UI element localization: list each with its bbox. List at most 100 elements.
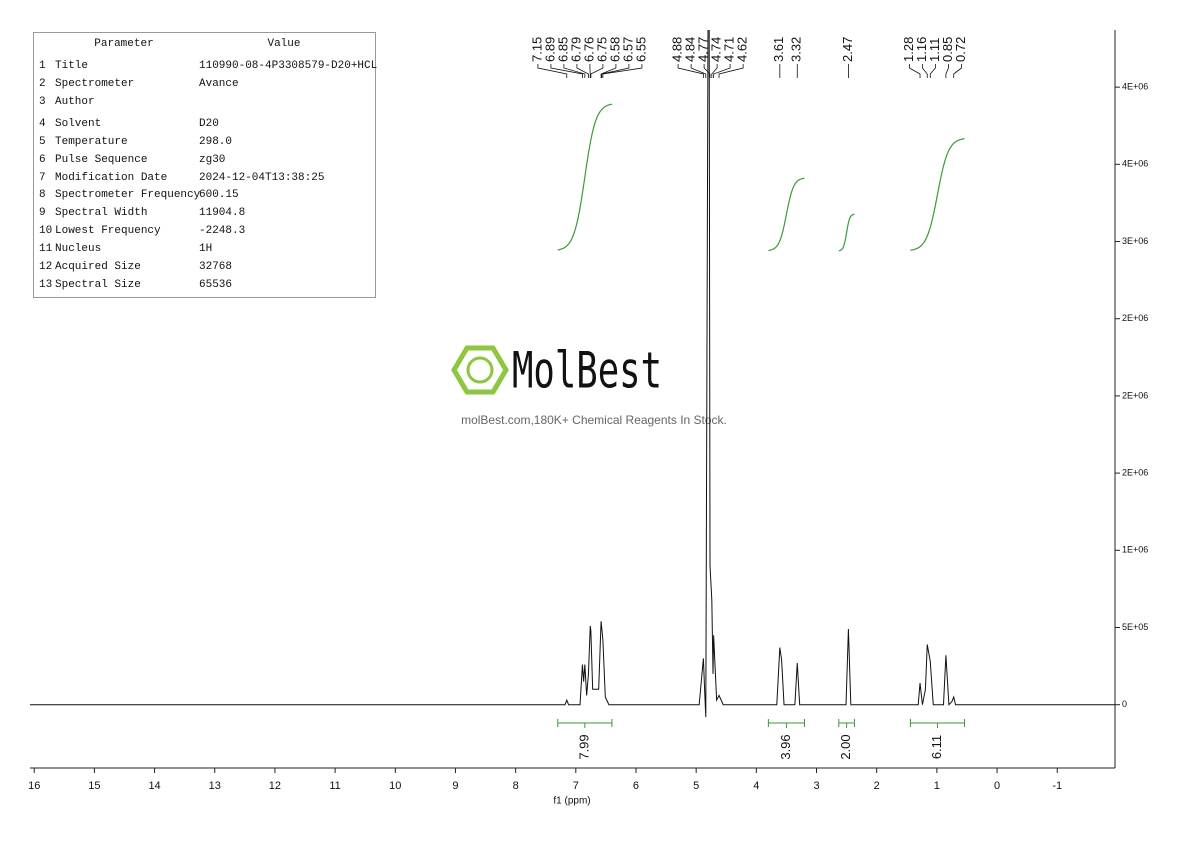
peak-label: 3.61 — [771, 37, 786, 62]
y-tick-label: 1E+06 — [1122, 545, 1148, 555]
table-cell: 1 — [39, 60, 46, 72]
x-tick-label: 15 — [88, 780, 100, 792]
peak-leader — [590, 64, 604, 78]
peak-label: 0.72 — [953, 37, 968, 62]
x-tick-label: 10 — [389, 780, 401, 792]
table-cell: 9 — [39, 207, 46, 219]
table-cell: 10 — [39, 225, 52, 237]
peak-leader — [550, 64, 583, 78]
table-cell: 4 — [39, 118, 46, 130]
integral-label: 6.11 — [929, 735, 944, 759]
table-cell: Pulse Sequence — [55, 154, 147, 166]
table-cell: 11 — [39, 243, 53, 255]
peak-label: 4.84 — [683, 37, 698, 62]
integral-curve — [910, 138, 965, 251]
peak-label: 6.89 — [542, 37, 557, 62]
table-cell: Spectral Size — [55, 279, 141, 291]
x-tick-label: 4 — [753, 780, 759, 792]
peak-leader — [602, 64, 643, 78]
table-cell: Modification Date — [55, 172, 167, 184]
table-cell: 298.0 — [199, 136, 232, 148]
table-cell: 2024-12-04T13:38:25 — [199, 172, 324, 184]
peak-leader — [601, 64, 630, 78]
x-tick-label: 3 — [813, 780, 819, 792]
y-tick-label: 2E+06 — [1122, 313, 1148, 323]
peak-label: 1.11 — [927, 38, 942, 62]
peak-label: 6.55 — [633, 37, 648, 62]
x-tick-label: -1 — [1052, 780, 1062, 792]
x-tick-label: 6 — [633, 780, 639, 792]
watermark-tagline: molBest.com,180K+ Chemical Reagents In S… — [461, 413, 727, 427]
table-cell: D20 — [199, 118, 219, 130]
table-cell: 12 — [39, 261, 52, 273]
peak-label: 6.58 — [607, 37, 622, 62]
y-tick-label: 2E+06 — [1122, 467, 1148, 477]
peak-label: 6.79 — [568, 37, 583, 62]
table-cell: Solvent — [55, 118, 101, 130]
integral-label: 2.00 — [838, 734, 853, 759]
integral-label: 7.99 — [576, 734, 591, 759]
table-cell: Acquired Size — [55, 261, 141, 273]
integral-curve — [768, 177, 805, 252]
peak-leader — [929, 64, 936, 78]
table-cell: Spectrometer Frequency — [55, 189, 201, 201]
plot-area — [30, 30, 1115, 718]
x-tick-label: 16 — [28, 780, 40, 792]
table-cell: 1H — [199, 243, 212, 255]
table-cell: 110990-08-4P3308579-D20+HCL — [199, 60, 377, 72]
x-tick-label: 5 — [693, 780, 699, 792]
peak-leader — [677, 64, 704, 78]
table-cell: 32768 — [199, 261, 232, 273]
peak-label: 6.76 — [581, 37, 596, 62]
x-axis-label: f1 (ppm) — [553, 796, 590, 807]
peak-leader — [703, 64, 711, 78]
x-tick-label: 9 — [452, 780, 458, 792]
peak-leader — [922, 64, 928, 78]
table-cell: Spectrometer — [55, 78, 134, 90]
peak-label: 0.85 — [940, 37, 955, 62]
peak-label: 4.77 — [696, 37, 711, 62]
table-cell: 13 — [39, 279, 52, 291]
y-tick-label: 4E+06 — [1122, 159, 1148, 169]
table-cell: zg30 — [199, 154, 225, 166]
peak-label: 4.71 — [722, 37, 737, 62]
peak-leader — [563, 64, 586, 78]
table-cell: Avance — [199, 78, 239, 90]
peak-label: 2.47 — [840, 37, 855, 62]
peak-label: 6.75 — [594, 37, 609, 62]
peak-leader — [600, 64, 617, 78]
peak-label: 1.28 — [901, 37, 916, 62]
y-tick-label: 3E+06 — [1122, 236, 1148, 246]
table-cell: Temperature — [55, 136, 128, 148]
x-tick-label: 0 — [994, 780, 1000, 792]
table-cell: 600.15 — [199, 189, 239, 201]
x-tick-label: 7 — [573, 780, 579, 792]
peak-leader — [718, 64, 744, 78]
x-tick-label: 12 — [269, 780, 281, 792]
table-cell: 8 — [39, 189, 46, 201]
peak-label: 3.32 — [789, 37, 804, 62]
peak-leader — [953, 64, 962, 78]
y-tick-label: 5E+05 — [1122, 622, 1148, 632]
table-cell: Spectral Width — [55, 207, 147, 219]
watermark-brand: MolBest — [512, 342, 662, 400]
x-tick-label: 14 — [148, 780, 160, 792]
x-tick-label: 8 — [513, 780, 519, 792]
peak-leader — [576, 64, 589, 78]
peak-leader — [945, 64, 949, 78]
table-cell: Nucleus — [55, 243, 101, 255]
table-cell: Author — [55, 96, 95, 108]
peak-label: 1.16 — [914, 37, 929, 62]
peak-leader — [713, 64, 731, 78]
y-tick-label: 0 — [1122, 699, 1127, 709]
peak-leader — [909, 64, 921, 78]
logo — [451, 345, 509, 395]
peak-leader — [537, 64, 568, 78]
integral-curve — [838, 213, 855, 252]
peak-leader — [690, 64, 707, 78]
x-tick-label: 2 — [874, 780, 880, 792]
y-tick-label: 2E+06 — [1122, 390, 1148, 400]
spectrum-line — [30, 30, 1115, 718]
table-cell: 2 — [39, 78, 46, 90]
